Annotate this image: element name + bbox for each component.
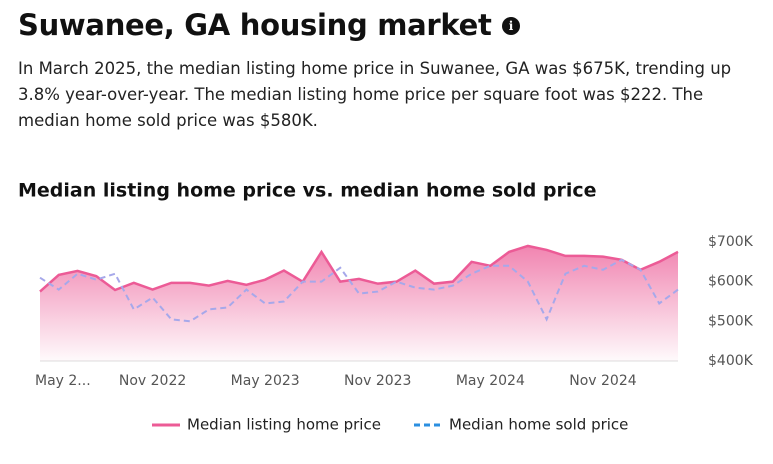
y-tick-label: $700K — [708, 234, 754, 250]
x-tick-label: Nov 2023 — [344, 373, 411, 389]
y-tick-label: $500K — [708, 313, 754, 329]
description: In March 2025, the median listing home p… — [18, 59, 732, 130]
chart-title: Median listing home price vs. median hom… — [18, 180, 597, 202]
x-tick-label: May 2024 — [456, 373, 525, 389]
line — [39, 244, 679, 293]
x-tick-label: Nov 2022 — [119, 373, 186, 389]
line — [39, 258, 679, 323]
legend-label: Median home sold price — [449, 416, 628, 434]
y-tick-label: $400K — [708, 353, 754, 369]
x-tick-label: May 2... — [35, 373, 91, 389]
y-tick-label: $600K — [708, 274, 754, 290]
info-icon[interactable]: i — [502, 17, 520, 35]
area — [40, 245, 678, 361]
legend-label: Median listing home price — [187, 416, 381, 434]
page-title: Suwanee, GA housing market — [18, 8, 492, 42]
x-tick-label: May 2023 — [231, 373, 300, 389]
x-tick-label: Nov 2024 — [569, 373, 636, 389]
